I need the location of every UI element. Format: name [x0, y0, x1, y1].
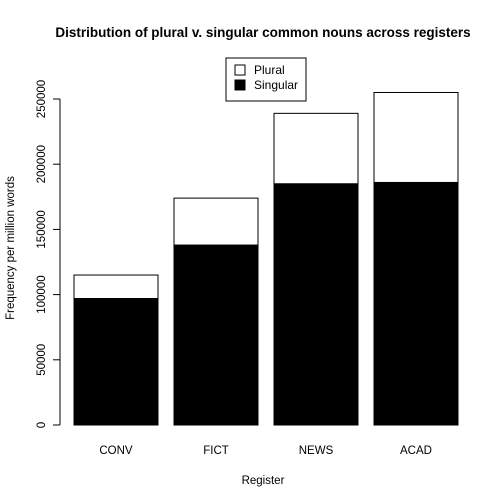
- bar-singular-news: [273, 183, 359, 426]
- x-tick-label-conv: CONV: [99, 445, 133, 457]
- legend-swatch-plural: [234, 64, 246, 76]
- chart-title: Distribution of plural v. singular commo…: [55, 25, 470, 40]
- bar-singular-fict: [173, 244, 259, 426]
- x-tick-label-fict: FICT: [203, 445, 229, 457]
- bar-singular-acad: [373, 181, 459, 426]
- legend-label-plural: Plural: [254, 63, 285, 77]
- y-tick-label: 150000: [36, 210, 48, 248]
- y-tick-label: 250000: [36, 80, 48, 118]
- x-tick-labels: CONV FICT NEWS ACAD: [99, 445, 432, 457]
- bars-group: [73, 91, 459, 426]
- y-tick-label: 50000: [36, 344, 48, 376]
- x-tick-label-acad: ACAD: [400, 445, 432, 457]
- legend-swatch-singular: [234, 79, 246, 91]
- y-tick-label: 200000: [36, 145, 48, 183]
- bar-plural-conv: [73, 274, 159, 300]
- y-axis: 0 50000 100000 150000 200000 250000: [36, 80, 61, 428]
- y-axis-label: Frequency per million words: [5, 176, 17, 320]
- y-tick-label: 100000: [36, 275, 48, 313]
- x-axis-label: Register: [242, 475, 285, 487]
- bar-plural-acad: [373, 91, 459, 183]
- y-tick-label: 0: [36, 422, 48, 428]
- bar-plural-fict: [173, 197, 259, 246]
- legend-label-singular: Singular: [254, 78, 298, 92]
- x-tick-label-news: NEWS: [299, 445, 334, 457]
- bar-singular-conv: [73, 298, 159, 426]
- legend-box: [225, 57, 307, 102]
- bar-plural-news: [273, 112, 359, 185]
